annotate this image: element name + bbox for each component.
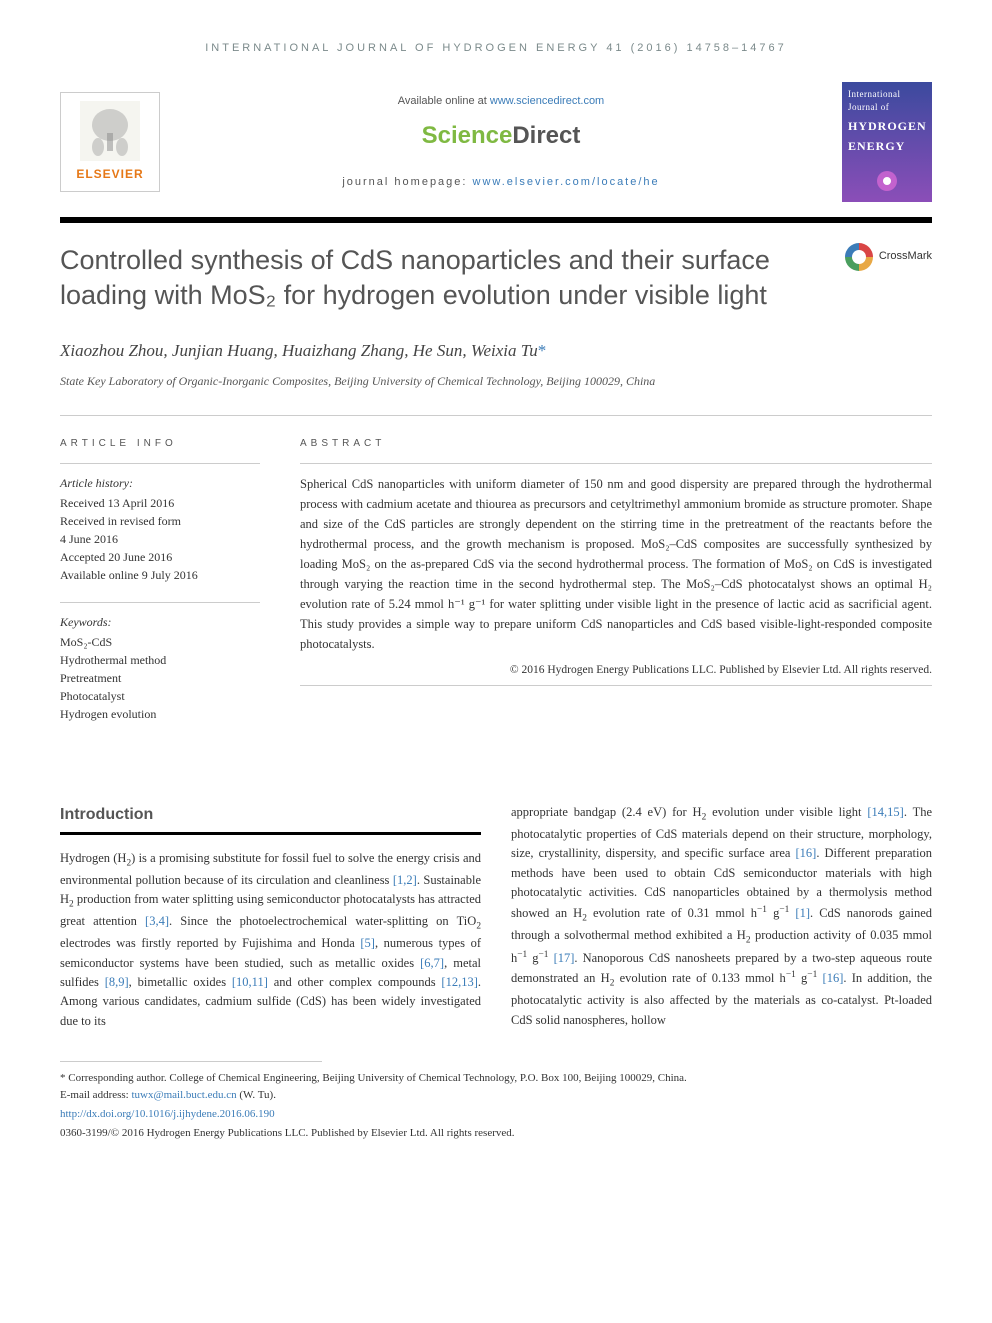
intro-text-left: Hydrogen (H2) is a promising substitute … (60, 849, 481, 1031)
homepage-link[interactable]: www.elsevier.com/locate/he (473, 176, 660, 188)
abstract-text: Spherical CdS nanoparticles with uniform… (300, 474, 932, 654)
intro-col-left: Introduction Hydrogen (H2) is a promisin… (60, 803, 481, 1031)
abstract: ABSTRACT Spherical CdS nanoparticles wit… (300, 436, 932, 723)
keyword: Photocatalyst (60, 687, 260, 705)
crossmark-icon (845, 243, 873, 271)
keyword: MoS₂-CdS (60, 633, 260, 651)
doi-link[interactable]: http://dx.doi.org/10.1016/j.ijhydene.201… (60, 1108, 275, 1120)
abstract-header: ABSTRACT (300, 436, 932, 451)
cover-graphic-icon (872, 166, 902, 196)
center-info: Available online at www.sciencedirect.co… (160, 93, 842, 190)
info-divider (60, 463, 260, 464)
email-line: E-mail address: tuwx@mail.buct.edu.cn (W… (60, 1087, 932, 1104)
journal-header: INTERNATIONAL JOURNAL OF HYDROGEN ENERGY… (60, 40, 932, 57)
corresponding-mark: * (538, 341, 547, 360)
info-divider (300, 463, 932, 464)
elsevier-tree-icon (80, 101, 140, 161)
title-row: Controlled synthesis of CdS nanoparticle… (60, 243, 932, 313)
sciencedirect-link[interactable]: www.sciencedirect.com (490, 95, 604, 107)
crossmark-label: CrossMark (879, 248, 932, 265)
footnote-divider (60, 1061, 322, 1062)
available-online: Available online at www.sciencedirect.co… (160, 93, 842, 110)
homepage: journal homepage: www.elsevier.com/locat… (160, 174, 842, 191)
cover-title1: HYDROGEN (848, 117, 926, 135)
info-divider (300, 685, 932, 686)
authors: Xiaozhou Zhou, Junjian Huang, Huaizhang … (60, 338, 932, 364)
sd-science: Science (422, 122, 513, 149)
email-label: E-mail address: (60, 1089, 131, 1101)
issn-copyright: 0360-3199/© 2016 Hydrogen Energy Publica… (60, 1125, 932, 1142)
article-info: ARTICLE INFO Article history: Received 1… (60, 436, 260, 723)
cover-title2: ENERGY (848, 137, 926, 155)
article-info-header: ARTICLE INFO (60, 436, 260, 451)
top-section: ELSEVIER Available online at www.science… (60, 82, 932, 202)
elsevier-label: ELSEVIER (76, 165, 143, 183)
email-link[interactable]: tuwx@mail.buct.edu.cn (131, 1089, 236, 1101)
available-prefix: Available online at (398, 95, 490, 107)
intro-heading: Introduction (60, 803, 481, 828)
intro-underline (60, 832, 481, 835)
sciencedirect-logo[interactable]: ScienceDirect (160, 118, 842, 154)
introduction-section: Introduction Hydrogen (H2) is a promisin… (60, 803, 932, 1031)
history-label: Article history: (60, 474, 260, 492)
info-abstract-row: ARTICLE INFO Article history: Received 1… (60, 436, 932, 723)
corresponding-author: * Corresponding author. College of Chemi… (60, 1070, 932, 1087)
journal-cover[interactable]: International Journal of HYDROGEN ENERGY (842, 82, 932, 202)
intro-col-right: appropriate bandgap (2.4 eV) for H2 evol… (511, 803, 932, 1031)
divider (60, 415, 932, 416)
authors-list: Xiaozhou Zhou, Junjian Huang, Huaizhang … (60, 341, 538, 360)
elsevier-logo[interactable]: ELSEVIER (60, 92, 160, 192)
keyword: Hydrogen evolution (60, 705, 260, 723)
history-item: Available online 9 July 2016 (60, 566, 260, 584)
info-divider (60, 602, 260, 603)
sd-direct: Direct (512, 122, 580, 149)
intro-text-right: appropriate bandgap (2.4 eV) for H2 evol… (511, 803, 932, 1030)
crossmark-button[interactable]: CrossMark (845, 243, 932, 271)
history-item: Received 13 April 2016 (60, 494, 260, 512)
history-item: 4 June 2016 (60, 530, 260, 548)
homepage-prefix: journal homepage: (342, 176, 472, 188)
article-title: Controlled synthesis of CdS nanoparticle… (60, 243, 815, 313)
keyword: Hydrothermal method (60, 651, 260, 669)
history-item: Received in revised form (60, 512, 260, 530)
keyword: Pretreatment (60, 669, 260, 687)
affiliation: State Key Laboratory of Organic-Inorgani… (60, 373, 932, 390)
email-suffix: (W. Tu). (237, 1089, 276, 1101)
cover-subtitle: International Journal of (848, 88, 926, 115)
black-divider (60, 217, 932, 223)
history-item: Accepted 20 June 2016 (60, 548, 260, 566)
abstract-copyright: © 2016 Hydrogen Energy Publications LLC.… (300, 662, 932, 679)
footnote: * Corresponding author. College of Chemi… (60, 1070, 932, 1103)
keywords-label: Keywords: (60, 613, 260, 631)
